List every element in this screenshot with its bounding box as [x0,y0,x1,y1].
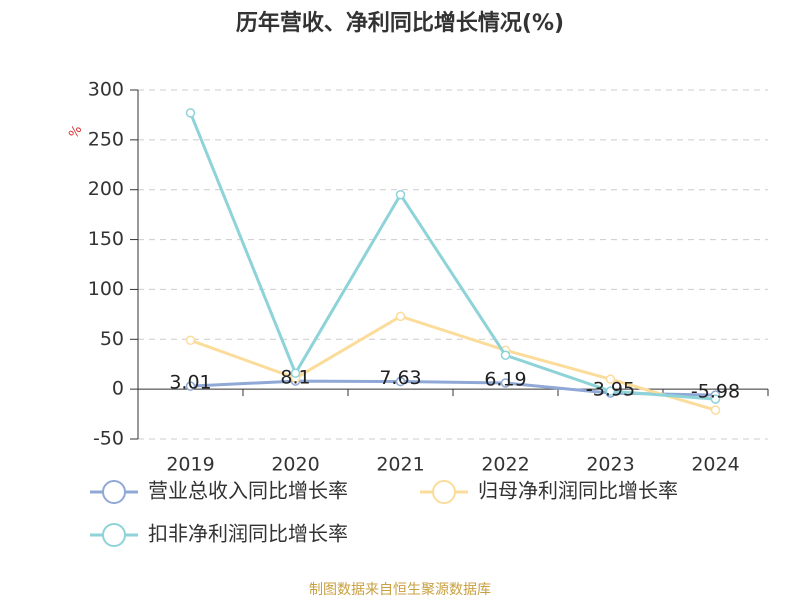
data-label: 6.19 [484,368,526,390]
y-tick-label: 50 [100,328,124,350]
point [395,311,406,322]
y-tick-label: 150 [88,228,124,250]
x-tick-label: 2023 [586,454,634,476]
y-tick-label: 300 [88,79,124,101]
y-tick-label: -50 [93,428,124,450]
point [185,108,196,118]
point [500,350,511,360]
data-label: -5.98 [691,381,740,403]
y-tick-label: 100 [88,278,124,300]
point [395,189,406,200]
legend-label: 扣非净利润同比增长率 [148,522,348,546]
y-tick-label: 250 [88,128,124,150]
legend-item[interactable]: 扣非净利润同比增长率 [90,522,348,547]
point [395,376,406,387]
x-tick-label: 2020 [271,454,319,476]
point [500,378,511,388]
series-line [189,314,716,412]
point [605,374,616,384]
y-unit: % [66,123,85,141]
x-tick-label: 2019 [166,454,214,476]
data-label: 7.63 [379,367,421,389]
data-label: 3.01 [169,372,211,394]
data-label: -3.95 [586,379,635,401]
point [185,381,196,391]
point [185,335,196,346]
series-line [189,112,716,401]
x-tick-label: 2021 [376,454,424,476]
legend-marker [102,480,126,504]
legend-marker [432,480,456,504]
point [710,405,721,415]
footer: 制图数据来自恒生聚源数据库 [309,582,491,598]
y-tick-label: 0 [112,378,124,400]
y-tick-label: 200 [88,178,124,200]
point [290,368,301,378]
legend-item[interactable]: 营业总收入同比增长率 [90,479,348,504]
legend-label: 归母净利润同比增长率 [478,479,678,503]
legend-item[interactable]: 归母净利润同比增长率 [420,479,678,504]
legend-marker [102,523,126,547]
legend-label: 营业总收入同比增长率 [148,479,348,503]
x-tick-label: 2024 [691,454,739,476]
chart-title: 历年营收、净利同比增长情况(%) [236,10,564,36]
x-tick-label: 2022 [481,454,529,476]
point [710,394,721,404]
point [605,386,616,396]
data-label: 8.1 [280,367,310,389]
